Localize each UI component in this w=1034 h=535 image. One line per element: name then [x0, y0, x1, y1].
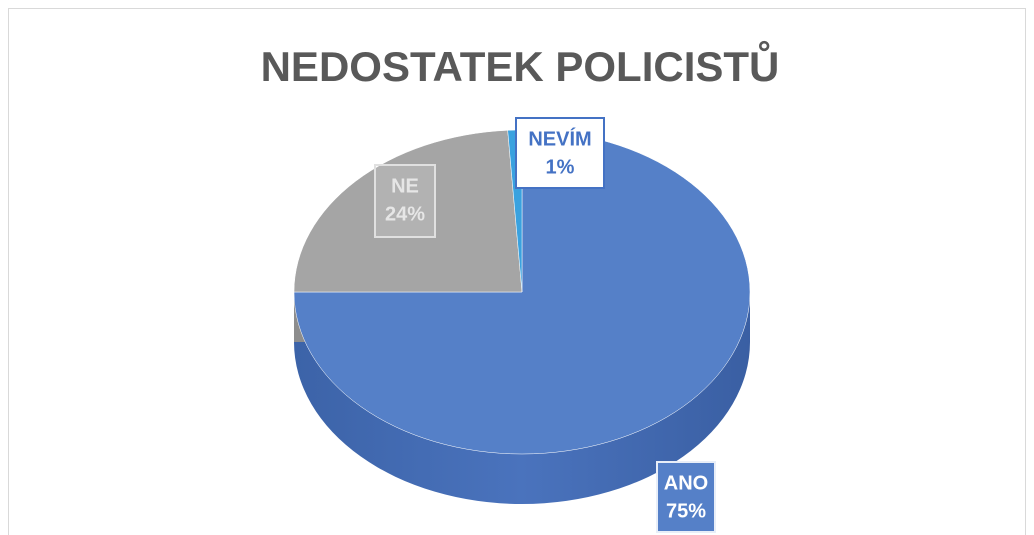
- pie: ANO 75% NE 24% NEVÍM 1%: [293, 117, 751, 533]
- data-label-name: NE: [391, 175, 419, 197]
- pie-side: [294, 292, 750, 504]
- data-label-box: [374, 164, 436, 238]
- data-label-value: 75%: [666, 500, 706, 522]
- data-label-name: NEVÍM: [528, 127, 591, 150]
- chart-title: NEDOSTATEK POLICISTŮ: [261, 39, 780, 90]
- pie-slice: [293, 129, 751, 455]
- data-label-value: 1%: [546, 156, 575, 178]
- pie-slice: [293, 130, 523, 293]
- data-label-value: 24%: [385, 203, 425, 225]
- data-label-box: [515, 117, 605, 189]
- data-label-box: [656, 461, 716, 533]
- data-label-name: ANO: [664, 472, 708, 494]
